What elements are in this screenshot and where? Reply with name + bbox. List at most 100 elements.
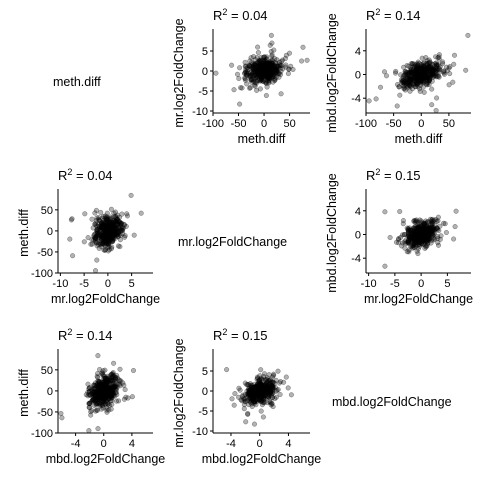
data-point — [408, 73, 415, 79]
data-point — [431, 73, 437, 79]
data-point — [103, 218, 110, 225]
data-point — [413, 232, 419, 238]
data-point — [250, 64, 256, 70]
data-point — [99, 224, 105, 230]
data-point — [415, 78, 422, 84]
data-point — [253, 71, 259, 77]
data-point — [413, 243, 419, 249]
data-point — [106, 220, 112, 226]
data-point — [94, 239, 100, 246]
data-point — [415, 238, 421, 244]
data-point — [258, 367, 264, 373]
data-point — [98, 231, 104, 237]
data-point — [263, 80, 269, 87]
data-point — [413, 68, 419, 74]
data-point — [109, 239, 115, 245]
data-point — [408, 78, 414, 84]
data-point — [99, 225, 105, 231]
data-point — [415, 230, 421, 236]
data-point — [426, 226, 432, 232]
data-point — [417, 239, 423, 245]
data-point — [95, 236, 101, 242]
data-point — [422, 236, 428, 242]
data-point — [114, 232, 120, 238]
data-point — [418, 229, 424, 235]
data-point — [102, 226, 108, 232]
data-point — [407, 83, 413, 89]
data-point — [433, 71, 439, 77]
data-point — [423, 218, 429, 224]
data-point — [423, 230, 429, 236]
data-point — [254, 73, 260, 79]
data-point — [254, 55, 260, 61]
data-point — [400, 240, 406, 246]
data-point — [238, 85, 244, 91]
data-point — [265, 72, 271, 79]
data-point — [417, 88, 423, 94]
data-point — [399, 232, 406, 238]
data-point — [115, 221, 121, 227]
data-point — [423, 81, 429, 87]
data-point — [267, 61, 273, 68]
data-point — [237, 101, 243, 107]
data-point — [405, 227, 411, 233]
data-point — [106, 235, 112, 241]
data-point — [402, 239, 408, 245]
data-point — [247, 64, 253, 70]
data-point — [244, 72, 250, 78]
data-point — [106, 216, 112, 222]
data-point — [255, 383, 261, 389]
data-point — [250, 66, 256, 72]
data-point — [407, 234, 413, 240]
data-point — [100, 235, 107, 241]
data-point — [424, 227, 431, 233]
data-point — [270, 64, 276, 70]
data-point — [412, 236, 418, 242]
data-point — [255, 49, 261, 56]
data-point — [118, 221, 124, 227]
panel-mr-log2foldchange-vs-mbd-log2foldchange: -10 -5 0 5-404mr.log2FoldChangembd.log2Fold… — [325, 167, 473, 306]
data-point — [271, 72, 277, 79]
data-point — [407, 79, 413, 85]
data-point — [114, 225, 120, 231]
data-point — [95, 241, 101, 247]
data-point — [424, 58, 430, 64]
data-point — [260, 69, 266, 75]
data-point — [428, 72, 434, 78]
data-point — [244, 68, 250, 74]
data-point — [412, 74, 418, 80]
data-point — [267, 76, 273, 82]
data-point — [258, 408, 264, 414]
data-point — [268, 62, 275, 68]
data-point — [420, 241, 426, 247]
data-point — [108, 220, 115, 226]
data-point — [112, 235, 119, 241]
data-point — [107, 234, 113, 240]
data-point — [96, 214, 102, 221]
data-point — [252, 62, 258, 68]
data-point — [111, 210, 117, 216]
data-point — [257, 62, 263, 68]
data-point — [420, 72, 426, 78]
data-point — [423, 220, 429, 226]
data-point — [104, 210, 110, 216]
data-point — [465, 32, 471, 38]
x-tick-label: 50 — [283, 118, 295, 130]
data-point — [261, 63, 267, 69]
data-point — [105, 234, 112, 240]
data-point — [452, 224, 458, 230]
data-point — [260, 74, 266, 80]
data-point — [115, 222, 121, 228]
data-point — [396, 84, 402, 90]
data-point — [438, 233, 444, 239]
data-point — [109, 401, 115, 408]
data-point — [109, 238, 115, 244]
data-point — [110, 236, 116, 242]
data-point — [420, 74, 426, 80]
data-point — [262, 60, 268, 66]
data-point — [424, 75, 430, 81]
data-point — [115, 218, 121, 224]
data-point — [269, 61, 275, 67]
data-point — [418, 65, 424, 71]
data-point — [420, 70, 426, 76]
